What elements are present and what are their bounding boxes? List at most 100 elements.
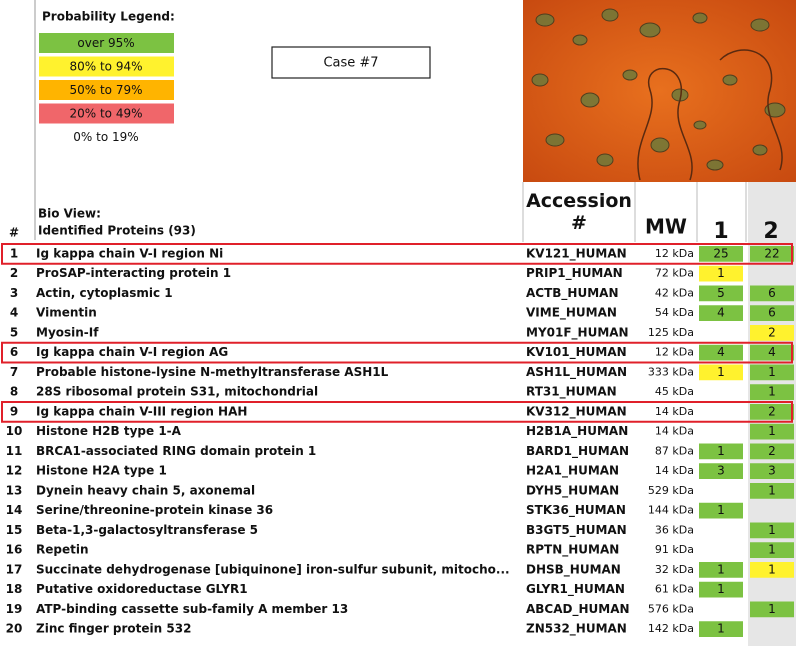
mw: 42 kDa: [655, 286, 694, 299]
count-cell: [750, 483, 794, 499]
legend-swatch: [39, 80, 174, 100]
mw: 54 kDa: [655, 306, 694, 319]
count-value: 1: [768, 365, 776, 379]
count-cell: [699, 463, 743, 479]
count-value: 6: [768, 306, 776, 320]
row-index: 10: [6, 424, 23, 438]
mw: 125 kDa: [648, 326, 694, 339]
mw: 142 kDa: [648, 622, 694, 635]
header-sample2: 2: [763, 219, 778, 244]
row-index: 18: [6, 582, 23, 596]
accession: ZN532_HUMAN: [526, 622, 627, 637]
count-cell: [699, 344, 743, 361]
count-cell: [750, 384, 794, 400]
mw: 14 kDa: [655, 405, 694, 418]
legend-label: 20% to 49%: [69, 107, 142, 121]
count-value: 1: [717, 266, 725, 280]
count-value: 5: [717, 286, 725, 300]
protein-name: Beta-1,3-galactosyltransferase 5: [36, 523, 258, 537]
highlight-box: [1, 401, 793, 423]
protein-name: Repetin: [36, 543, 89, 557]
mw: 32 kDa: [655, 563, 694, 576]
count-cell: [699, 443, 743, 460]
count-value: 1: [768, 483, 776, 497]
legend-title: Probability Legend:: [42, 10, 175, 24]
count-cell: [750, 463, 794, 479]
header-mw: MW: [645, 215, 687, 239]
count-cell: [699, 581, 743, 598]
mw: 144 kDa: [648, 504, 694, 517]
mw: 333 kDa: [648, 365, 694, 378]
protein-name: ProSAP-interacting protein 1: [36, 266, 231, 280]
count-cell: [699, 502, 743, 519]
legend-label: 0% to 19%: [73, 130, 138, 144]
count-cell: [750, 562, 794, 578]
legend-swatch: [39, 56, 174, 77]
highlight-box: [1, 243, 793, 265]
count-cell: [750, 404, 794, 420]
accession: H2A1_HUMAN: [526, 464, 619, 479]
mw: 576 kDa: [648, 602, 694, 615]
protein-name: Probable histone-lysine N-methyltransfer…: [36, 365, 389, 379]
accession: ASH1L_HUMAN: [526, 365, 627, 380]
accession: RT31_HUMAN: [526, 385, 617, 400]
row-index: 11: [6, 444, 23, 458]
count-cell: [750, 423, 794, 440]
row-index: 15: [6, 523, 23, 537]
accession: BARD1_HUMAN: [526, 444, 629, 459]
count-cell: [699, 562, 743, 578]
accession: H2B1A_HUMAN: [526, 424, 628, 439]
accession: RPTN_HUMAN: [526, 543, 619, 558]
count-cell: [699, 246, 743, 262]
count-cell: [750, 522, 794, 539]
legend-swatch: [39, 127, 174, 147]
protein-name: Actin, cytoplasmic 1: [36, 286, 173, 300]
count-value: 1: [717, 562, 725, 576]
mw: 72 kDa: [655, 267, 694, 280]
protein-name: Dynein heavy chain 5, axonemal: [36, 483, 255, 497]
accession: GLYR1_HUMAN: [526, 582, 625, 597]
mw: 91 kDa: [655, 543, 694, 556]
count-cell: [750, 364, 794, 381]
case-label: Case #7: [323, 56, 378, 71]
count-value: 1: [717, 365, 725, 379]
row-index: 12: [6, 464, 23, 478]
count-value: 3: [717, 464, 725, 478]
tissue-image: [523, 0, 796, 182]
count-value: 1: [768, 424, 776, 438]
count-value: 25: [713, 246, 728, 260]
count-value: 1: [717, 503, 725, 517]
count-value: 2: [768, 325, 776, 339]
header-identified: Identified Proteins (93): [38, 224, 196, 238]
protein-name: Vimentin: [36, 306, 97, 320]
legend-swatch: [39, 103, 174, 124]
header-bio-view: Bio View:: [38, 207, 101, 221]
count-cell: [699, 265, 743, 282]
legend-label: 80% to 94%: [69, 60, 142, 74]
header-sample1: 1: [713, 219, 728, 244]
count-value: 1: [768, 562, 776, 576]
count-value: 6: [768, 286, 776, 300]
row-index: 14: [6, 503, 23, 517]
count-cell: [750, 325, 794, 341]
row-index: 3: [10, 286, 18, 300]
mw: 529 kDa: [648, 484, 694, 497]
count-cell: [750, 542, 794, 558]
count-cell: [699, 364, 743, 381]
row-index: 4: [10, 306, 18, 320]
row-index: 17: [6, 562, 23, 576]
mw: 87 kDa: [655, 444, 694, 457]
count-value: 1: [768, 385, 776, 399]
accession: DYH5_HUMAN: [526, 483, 619, 498]
protein-name: Serine/threonine-protein kinase 36: [36, 503, 273, 517]
highlight-box: [1, 341, 793, 364]
row-index: 6: [10, 345, 18, 359]
mw: 36 kDa: [655, 523, 694, 536]
count-value: 1: [768, 602, 776, 616]
protein-name: Myosin-If: [36, 325, 99, 339]
row-index: 9: [10, 404, 18, 418]
mw: 45 kDa: [655, 385, 694, 398]
header-index: #: [9, 226, 19, 240]
accession: ABCAD_HUMAN: [526, 602, 630, 617]
